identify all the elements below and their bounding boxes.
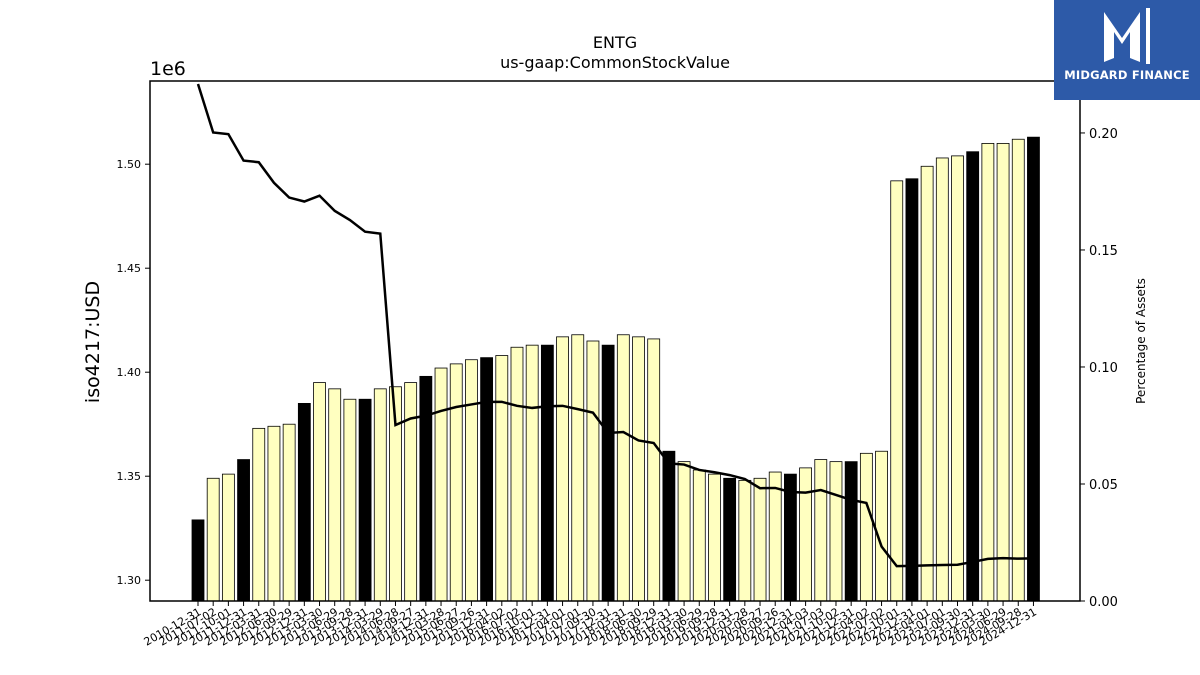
bar-2017-04-01 (556, 336, 569, 602)
bar-2019-03-30 (677, 461, 691, 602)
bar-2015-09-26 (465, 359, 478, 602)
bar-2013-03-30 (313, 382, 326, 602)
y2-axis-label: Percentage of Assets (1134, 278, 1148, 404)
bar-2023-12-31 (966, 151, 980, 602)
logo-text: MIDGARD FINANCE (1064, 68, 1190, 82)
bar-2018-12-31 (662, 450, 676, 602)
bar-2017-09-30 (586, 340, 600, 602)
bar-2017-12-31 (601, 344, 615, 602)
pct-assets-series (196, 83, 1034, 568)
bar-2024-06-29 (996, 142, 1010, 602)
y-offset-text: 1e6 (150, 58, 186, 80)
midgard-finance-logo: MIDGARD FINANCE (1054, 0, 1200, 100)
plot-frame (149, 80, 1081, 602)
bar-2022-12-31 (905, 178, 919, 602)
chart-subtitle: us-gaap:CommonStockValue (500, 53, 730, 72)
bar-2014-09-27 (404, 382, 418, 602)
x-axis: 2010-12-312011-07-022011-10-012011-12-31… (142, 601, 1039, 649)
bar-2018-09-29 (647, 338, 661, 602)
bar-2016-07-02 (510, 346, 524, 602)
bar-2024-09-28 (1011, 138, 1025, 602)
bar-2013-12-31 (358, 398, 372, 602)
bar-2024-03-30 (981, 142, 995, 602)
bar-2023-04-01 (920, 165, 934, 602)
bar-2019-09-28 (708, 473, 721, 602)
bar-2011-10-01 (221, 473, 235, 602)
y2-tick-label: 0.10 (1089, 361, 1118, 376)
bar-2011-12-31 (237, 459, 250, 602)
y-tick-label: 1.40 (117, 366, 142, 379)
bar-series (191, 136, 1040, 602)
bar-2012-06-30 (267, 425, 281, 602)
bar-2018-03-31 (616, 334, 630, 602)
y-tick-label: 1.45 (117, 262, 142, 275)
bar-2012-03-31 (252, 427, 266, 602)
y-axis-label: iso4217:USD (82, 281, 104, 403)
y-tick-label: 1.30 (117, 574, 142, 587)
midgard-logo-icon (1104, 8, 1150, 64)
bar-2011-07-02 (206, 477, 220, 602)
bar-2016-04-02 (495, 355, 509, 602)
bar-2015-06-27 (449, 363, 463, 602)
bar-2022-07-02 (875, 450, 888, 602)
bar-2022-04-02 (859, 452, 873, 602)
y-tick-label: 1.35 (117, 470, 142, 483)
bar-2023-09-30 (951, 155, 964, 602)
bar-2014-12-31 (419, 375, 433, 602)
bar-2013-06-29 (328, 388, 342, 602)
bar-2024-12-31 (1027, 136, 1040, 602)
bar-2015-12-31 (480, 357, 494, 602)
bar-2019-12-31 (723, 477, 737, 602)
bar-2014-03-29 (373, 388, 387, 602)
bar-2013-09-28 (343, 398, 357, 602)
bar-2021-07-03 (814, 459, 828, 602)
right-y-axis: 0.00 0.05 0.10 0.15 0.20 (1080, 127, 1118, 610)
bar-2020-03-28 (738, 479, 752, 602)
bar-2016-12-31 (540, 344, 554, 602)
bar-2012-12-31 (297, 402, 311, 602)
y2-tick-label: 0.05 (1089, 478, 1118, 493)
y-tick-label: 1.50 (117, 158, 142, 171)
bar-2021-12-31 (844, 461, 858, 602)
bar-2021-10-02 (829, 461, 843, 602)
bar-2015-03-28 (434, 367, 448, 602)
bar-2020-09-26 (768, 471, 782, 602)
bar-2020-06-27 (753, 477, 767, 602)
bar-2010-12-31 (191, 519, 205, 602)
bar-2016-10-01 (525, 344, 539, 602)
y2-tick-label: 0.15 (1089, 244, 1118, 259)
bar-2012-09-29 (282, 423, 296, 602)
bar-2021-04-03 (799, 467, 812, 602)
bar-2018-06-30 (632, 336, 645, 602)
y2-tick-label: 0.00 (1089, 595, 1118, 610)
pct-assets-line (196, 83, 1034, 568)
y2-tick-label: 0.20 (1089, 127, 1118, 142)
left-y-axis: 1.30 1.35 1.40 1.45 1.50 (117, 158, 150, 587)
chart-title: ENTG (593, 33, 637, 52)
bar-2017-07-01 (571, 334, 585, 602)
bar-2022-10-01 (890, 180, 904, 602)
bar-2019-06-29 (692, 469, 706, 602)
bar-2023-07-01 (935, 157, 949, 602)
